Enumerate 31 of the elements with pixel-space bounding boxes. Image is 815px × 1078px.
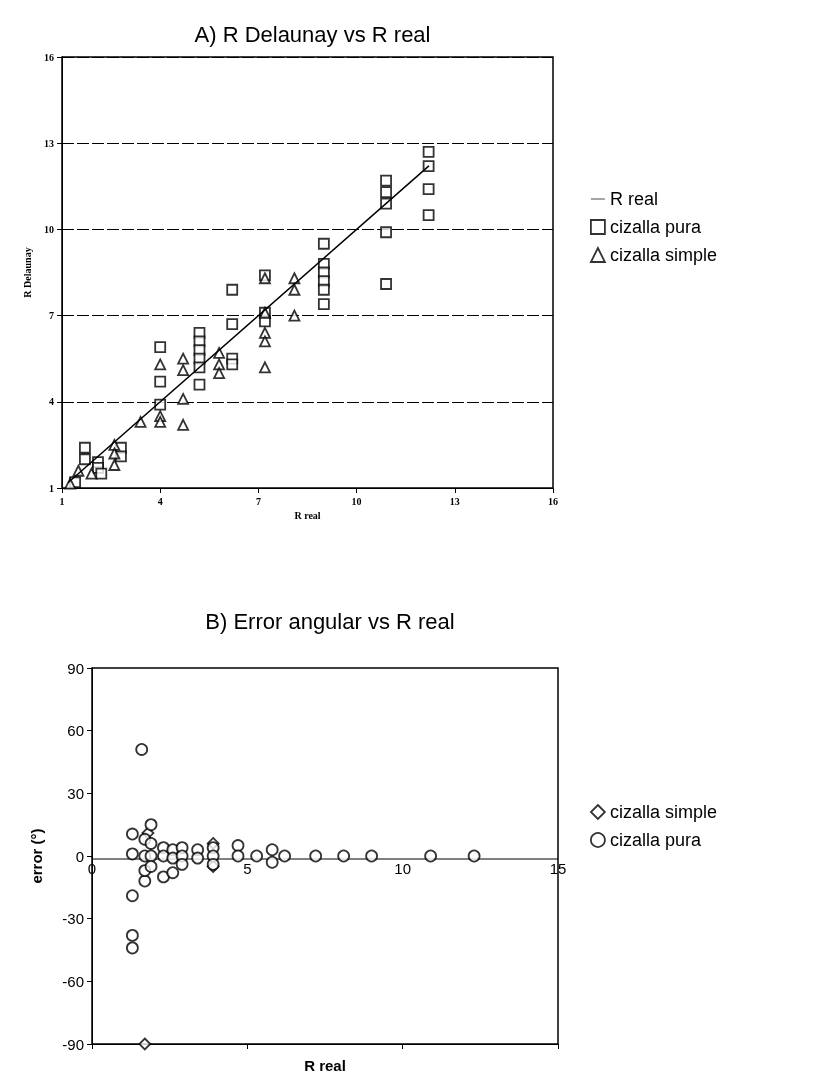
y-tick-label: -30 [62,910,84,928]
x-tick-label: 7 [255,495,261,507]
chart-title: B) Error angular vs R real [205,608,455,634]
x-tick-label: 16 [548,495,558,507]
y-tick-label: 4 [49,396,54,408]
legend-label: R real [609,189,658,209]
x-tick-label: 5 [243,860,252,877]
legend-label: cizalla pura [609,830,702,850]
y-tick-label: 7 [49,310,54,322]
y-tick-label: 1 [49,482,54,494]
y-tick-label: 10 [44,223,54,235]
x-tick-label: 4 [157,495,163,507]
y-tick-label: -90 [62,1035,84,1053]
y-tick-label: 90 [67,659,84,677]
x-tick-label: 13 [449,495,460,507]
y-tick-label: 0 [75,847,84,865]
x-axis-title: R real [304,1057,346,1074]
y-tick-label: 30 [67,784,84,802]
x-tick-label: 10 [394,860,412,877]
y-tick-label: 60 [67,722,84,740]
legend-label: cizalla simple [609,245,717,265]
legend-label: cizalla simple [609,802,717,822]
y-axis-title: R Delaunay [21,247,33,298]
x-axis-title: R real [294,510,321,522]
x-tick-label: 10 [351,495,362,507]
y-tick-label: 13 [44,137,54,149]
legend-label: cizalla pura [609,217,702,237]
chart-title: A) R Delaunay vs R real [194,21,431,47]
y-tick-label: 16 [44,51,54,63]
y-tick-label: -60 [62,972,84,990]
y-axis-title: error (°) [28,828,45,884]
